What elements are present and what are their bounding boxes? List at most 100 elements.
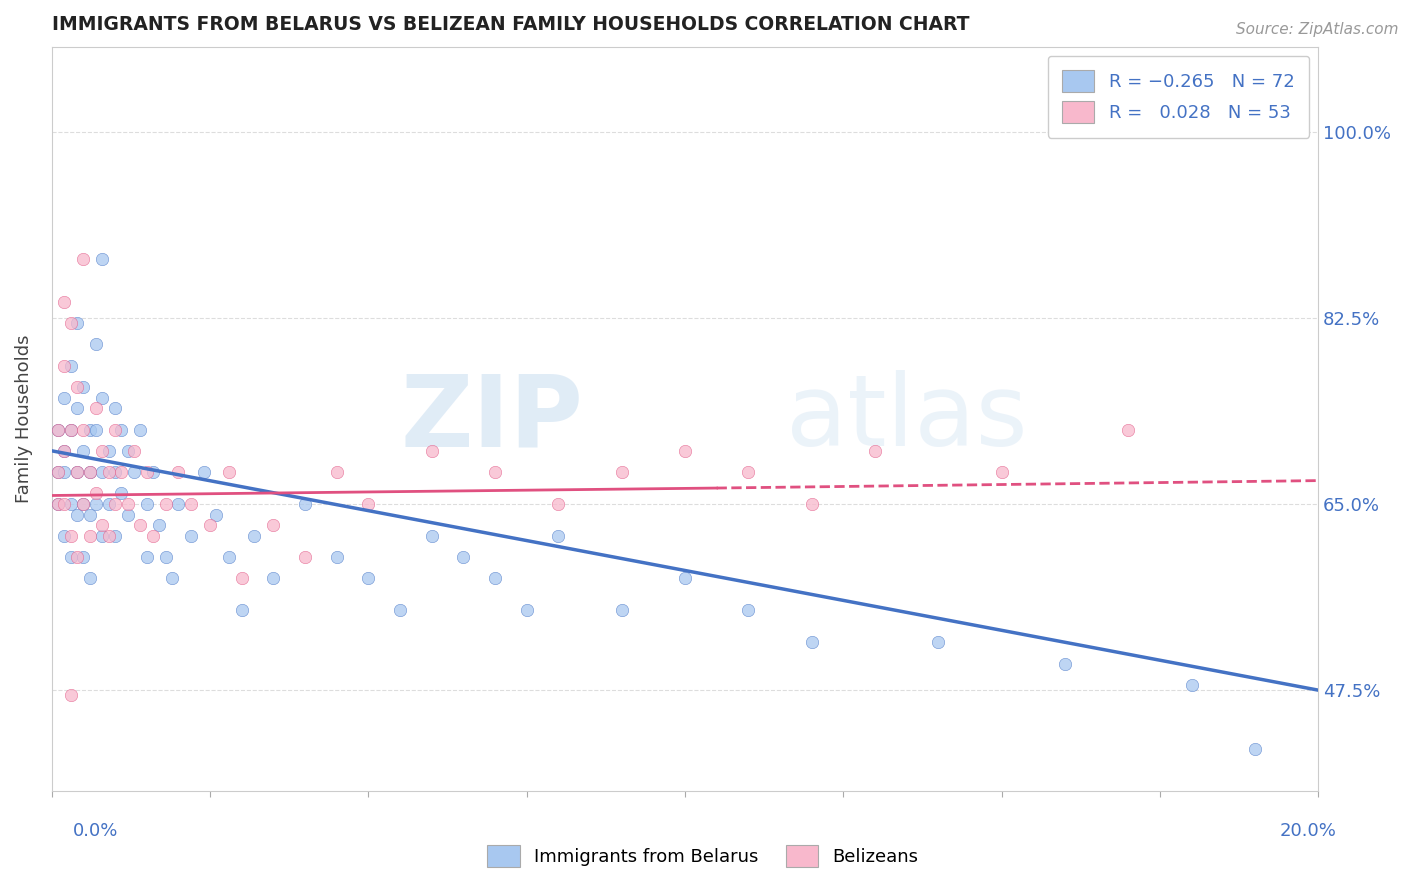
Point — [610, 465, 633, 479]
Point — [205, 508, 228, 522]
Point — [59, 316, 82, 330]
Point — [122, 443, 145, 458]
Point — [673, 571, 696, 585]
Legend: Immigrants from Belarus, Belizeans: Immigrants from Belarus, Belizeans — [479, 838, 927, 874]
Point — [927, 635, 949, 649]
Point — [53, 529, 76, 543]
Point — [737, 465, 759, 479]
Point — [294, 550, 316, 565]
Point — [84, 486, 107, 500]
Point — [110, 486, 132, 500]
Y-axis label: Family Households: Family Households — [15, 334, 32, 503]
Point — [46, 423, 69, 437]
Point — [59, 529, 82, 543]
Text: 20.0%: 20.0% — [1279, 822, 1336, 840]
Point — [59, 423, 82, 437]
Point — [135, 465, 157, 479]
Point — [53, 443, 76, 458]
Point — [142, 529, 165, 543]
Point — [72, 443, 94, 458]
Point — [453, 550, 475, 565]
Point — [610, 603, 633, 617]
Point — [84, 497, 107, 511]
Point — [357, 497, 380, 511]
Point — [104, 423, 127, 437]
Point — [135, 550, 157, 565]
Point — [160, 571, 183, 585]
Point — [72, 423, 94, 437]
Point — [193, 465, 215, 479]
Point — [516, 603, 538, 617]
Point — [167, 497, 190, 511]
Text: Source: ZipAtlas.com: Source: ZipAtlas.com — [1236, 22, 1399, 37]
Point — [66, 465, 89, 479]
Point — [79, 571, 101, 585]
Point — [243, 529, 266, 543]
Point — [97, 497, 120, 511]
Point — [84, 337, 107, 351]
Point — [79, 423, 101, 437]
Point — [84, 423, 107, 437]
Point — [53, 497, 76, 511]
Point — [1053, 657, 1076, 671]
Point — [72, 497, 94, 511]
Point — [117, 443, 139, 458]
Point — [325, 550, 347, 565]
Point — [66, 465, 89, 479]
Point — [1243, 741, 1265, 756]
Point — [104, 465, 127, 479]
Point — [72, 380, 94, 394]
Point — [231, 571, 253, 585]
Point — [91, 252, 114, 267]
Point — [420, 529, 443, 543]
Point — [800, 635, 823, 649]
Point — [91, 465, 114, 479]
Point — [1116, 423, 1139, 437]
Point — [72, 550, 94, 565]
Point — [46, 465, 69, 479]
Point — [79, 529, 101, 543]
Text: IMMIGRANTS FROM BELARUS VS BELIZEAN FAMILY HOUSEHOLDS CORRELATION CHART: IMMIGRANTS FROM BELARUS VS BELIZEAN FAMI… — [52, 15, 969, 34]
Point — [91, 391, 114, 405]
Point — [66, 550, 89, 565]
Point — [155, 550, 177, 565]
Point — [66, 316, 89, 330]
Point — [59, 550, 82, 565]
Point — [84, 401, 107, 416]
Point — [325, 465, 347, 479]
Point — [46, 497, 69, 511]
Point — [294, 497, 316, 511]
Point — [46, 497, 69, 511]
Point — [110, 465, 132, 479]
Point — [231, 603, 253, 617]
Point — [91, 529, 114, 543]
Point — [388, 603, 411, 617]
Point — [53, 359, 76, 373]
Point — [547, 529, 569, 543]
Point — [484, 571, 506, 585]
Text: atlas: atlas — [786, 370, 1028, 467]
Point — [110, 423, 132, 437]
Point — [737, 603, 759, 617]
Point — [46, 423, 69, 437]
Point — [91, 443, 114, 458]
Point — [673, 443, 696, 458]
Point — [218, 550, 240, 565]
Point — [91, 518, 114, 533]
Point — [59, 497, 82, 511]
Legend: R = −0.265   N = 72, R =   0.028   N = 53: R = −0.265 N = 72, R = 0.028 N = 53 — [1047, 55, 1309, 137]
Point — [46, 465, 69, 479]
Point — [117, 508, 139, 522]
Point — [167, 465, 190, 479]
Point — [117, 497, 139, 511]
Point — [135, 497, 157, 511]
Point — [53, 391, 76, 405]
Point — [420, 443, 443, 458]
Point — [59, 359, 82, 373]
Point — [53, 443, 76, 458]
Point — [129, 423, 152, 437]
Point — [72, 497, 94, 511]
Point — [180, 497, 202, 511]
Point — [59, 423, 82, 437]
Point — [1180, 678, 1202, 692]
